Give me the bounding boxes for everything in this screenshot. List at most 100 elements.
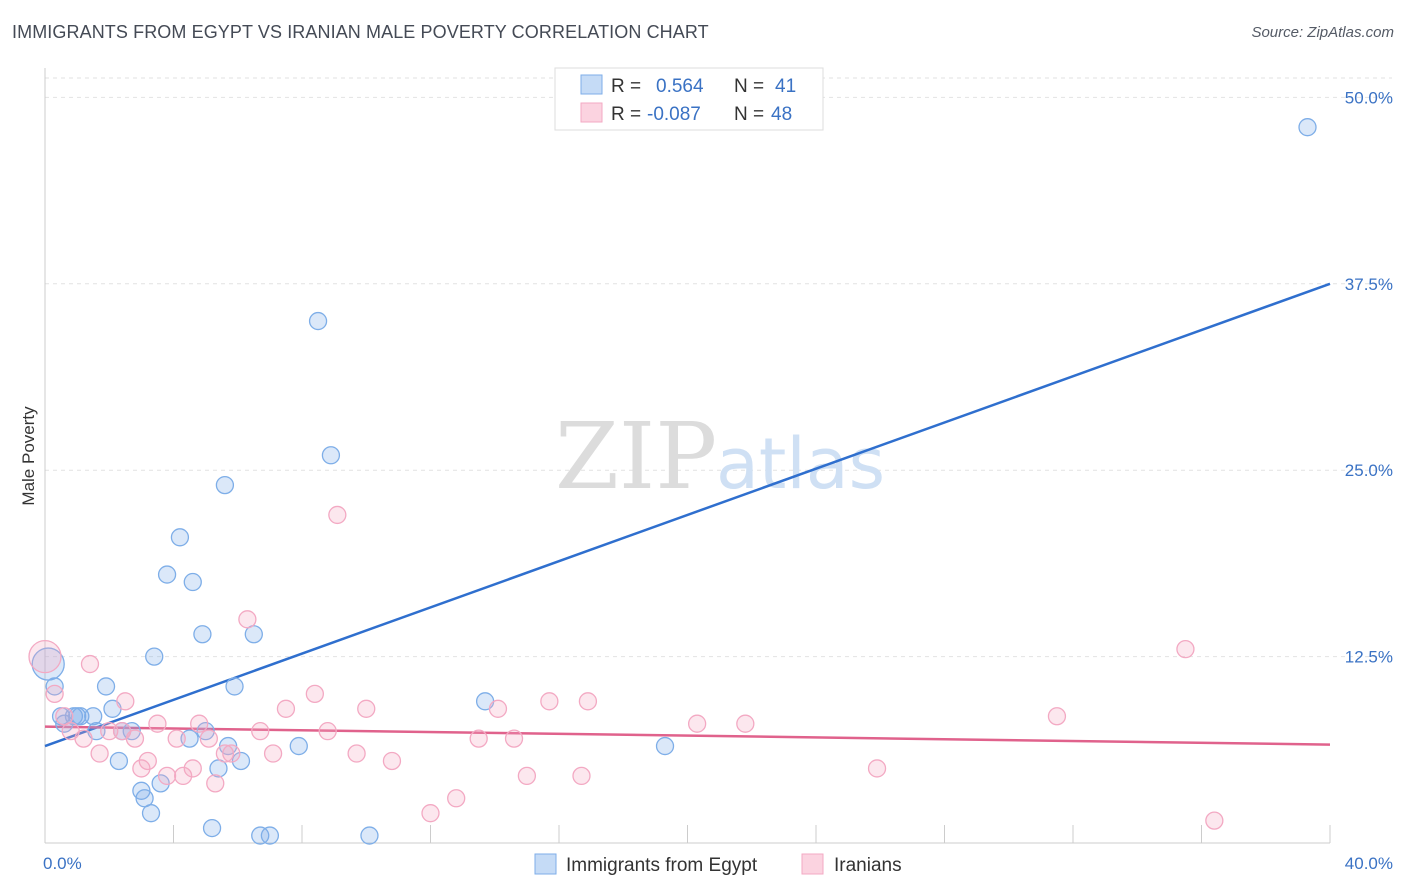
grid [45, 77, 1392, 658]
egypt-point [183, 572, 202, 592]
iranian-point [100, 722, 119, 741]
iranian-point [215, 744, 235, 763]
legend-n-label-iranians: N = [734, 104, 764, 125]
iranian-point [736, 714, 755, 733]
axes [44, 68, 1331, 844]
bottom-legend: Immigrants from Egypt Iranians [534, 853, 902, 876]
iranian-point [132, 759, 151, 778]
iranian-point [572, 766, 591, 786]
iranian-point [125, 729, 145, 748]
egypt-point [215, 475, 235, 495]
egypt-point [308, 311, 328, 331]
bottom-legend-label-egypt: Immigrants from Egypt [566, 855, 758, 876]
iranian-point [206, 774, 225, 793]
iranian-point [138, 751, 157, 771]
iranian-point [357, 699, 376, 718]
iranian-point [222, 744, 241, 763]
iranian-point [1047, 707, 1067, 726]
iranian-point [90, 744, 109, 763]
legend-n-value-egypt: 41 [775, 76, 796, 97]
egypt-point [170, 528, 190, 547]
egypt-point [71, 707, 90, 726]
legend-n-label-egypt: N = [734, 76, 764, 97]
iranian-point [540, 692, 559, 711]
iranian-point [578, 692, 598, 711]
trend-lines [44, 282, 1331, 748]
watermark-zip: ZIP [555, 403, 717, 510]
iranian-point [305, 684, 325, 704]
iranian-point [1205, 811, 1224, 830]
iranian-point [199, 729, 218, 748]
iranian-point [517, 766, 537, 786]
egypt-point [141, 804, 161, 823]
iranian-point [488, 699, 508, 718]
legend-n-value-iranians: 48 [771, 104, 792, 125]
egypt-point [145, 647, 164, 666]
watermark: ZIP atlas [555, 403, 885, 510]
iranian-point [28, 639, 62, 674]
iranian-point [347, 744, 366, 763]
source-label: Source: ZipAtlas.com [1251, 24, 1394, 41]
y-tick-label: 37.5% [1345, 275, 1393, 294]
iranian-point [328, 505, 347, 525]
y-tick-label: 50.0% [1345, 88, 1393, 107]
iranian-trend-line [44, 725, 1331, 746]
bottom-legend-label-iranians: Iranians [834, 855, 902, 876]
iranian-point [867, 759, 887, 778]
egypt-point [180, 729, 199, 748]
legend-r-value-iranians: -0.087 [647, 104, 701, 125]
egypt-point [151, 774, 170, 793]
iranian-point [263, 744, 283, 763]
iranian-point [504, 729, 524, 748]
x-tick-label: 40.0% [1345, 854, 1393, 873]
iranian-point [167, 729, 186, 748]
iranian-point [421, 804, 440, 823]
egypt-point [655, 736, 675, 756]
legend-r-label-iranians: R = [611, 104, 641, 125]
iranian-point [45, 684, 64, 704]
watermark-atlas: atlas [716, 423, 885, 505]
iranian-point [276, 699, 296, 718]
egypt-point [157, 565, 177, 584]
iranian-point [251, 722, 270, 741]
egypt-point [45, 677, 64, 696]
egypt-point [202, 818, 222, 838]
iranian-point [116, 692, 135, 711]
iranian-point [687, 714, 707, 733]
egypt-point [225, 677, 244, 696]
iranian-point [447, 789, 466, 808]
iranian-point [318, 722, 337, 741]
iranian-point [469, 729, 488, 748]
legend: R = 0.564 N = 41 R = -0.087 N = 48 [554, 67, 824, 131]
egypt-point [289, 736, 308, 756]
egypt-point [193, 625, 212, 644]
iranian-point [80, 654, 100, 674]
data-points [28, 118, 1317, 845]
legend-r-value-egypt: 0.564 [656, 76, 704, 97]
iranian-point [238, 610, 257, 629]
iranian-point [190, 714, 209, 733]
egypt-point [231, 751, 251, 771]
egypt-point [321, 446, 341, 465]
y-tick-label: 25.0% [1345, 461, 1393, 480]
iranian-point [148, 714, 167, 733]
chart-title: IMMIGRANTS FROM EGYPT VS IRANIAN MALE PO… [12, 22, 709, 42]
iranian-point [1176, 639, 1195, 659]
egypt-point [251, 826, 270, 845]
iranian-point [74, 729, 93, 748]
y-tick-label: 12.5% [1345, 648, 1393, 667]
legend-swatch-egypt [580, 74, 603, 95]
iranian-point [173, 766, 193, 786]
legend-r-label-egypt: R = [611, 76, 641, 97]
legend-swatch-iranians [580, 102, 603, 123]
bottom-legend-swatch-iranians [801, 853, 824, 875]
egypt-point [360, 826, 379, 845]
bottom-legend-swatch-egypt [534, 853, 557, 875]
x-tick-label: 0.0% [43, 854, 82, 873]
egypt-trend-line [44, 282, 1331, 748]
iranian-point [382, 751, 402, 771]
egypt-point [84, 707, 103, 726]
egypt-point [96, 677, 116, 696]
egypt-point [1298, 118, 1317, 137]
